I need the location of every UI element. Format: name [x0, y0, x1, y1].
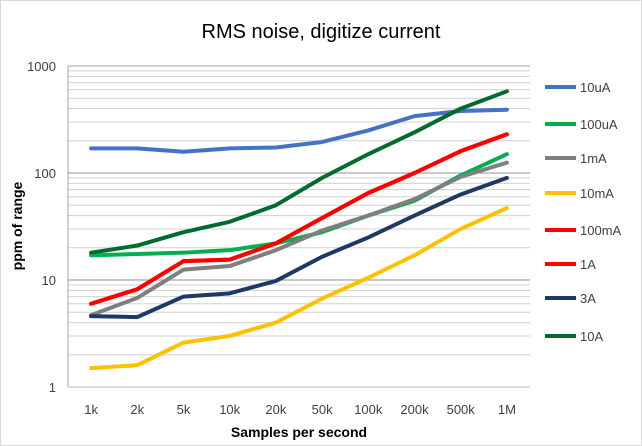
x-tick-label: 200k — [400, 402, 429, 417]
y-tick-label: 1 — [49, 380, 56, 395]
x-tick-label: 500k — [447, 402, 476, 417]
x-tick-label: 100k — [354, 402, 383, 417]
x-tick-label: 10k — [219, 402, 240, 417]
legend-label: 10mA — [580, 186, 614, 201]
x-tick-label: 2k — [130, 402, 144, 417]
series-line-1mA — [89, 160, 509, 318]
x-axis-title: Samples per second — [231, 424, 367, 440]
series-line-10A — [89, 89, 509, 255]
x-tick-labels: 1k 2k 5k 10k 20k 50k 100k 200k 500k 1M — [84, 402, 516, 417]
legend-label: 1mA — [580, 151, 607, 166]
y-tick-labels: 1 10 100 1000 — [27, 59, 56, 395]
y-tick-label: 100 — [34, 166, 56, 181]
legend-label: 10uA — [580, 80, 611, 95]
x-tick-label: 5k — [177, 402, 191, 417]
x-tick-label: 1M — [498, 402, 516, 417]
y-axis-title: ppm of range — [9, 181, 25, 270]
x-tick-label: 20k — [265, 402, 286, 417]
legend-label: 3A — [580, 291, 596, 306]
chart-title: RMS noise, digitize current — [202, 21, 441, 43]
series-line-1A — [89, 132, 509, 306]
series-lines — [89, 89, 509, 371]
y-tick-label: 1000 — [27, 59, 56, 74]
legend: 10uA 100uA 1mA 10mA 100mA 1A 3A 10A — [545, 80, 622, 344]
gridlines — [67, 65, 530, 388]
legend-label: 10A — [580, 329, 603, 344]
legend-label: 100mA — [580, 223, 622, 238]
series-line-3A — [89, 175, 509, 320]
y-tick-label: 10 — [42, 273, 56, 288]
series-line-10mA — [89, 206, 509, 371]
x-tick-label: 50k — [312, 402, 333, 417]
legend-label: 100uA — [580, 117, 618, 132]
x-tick-label: 1k — [84, 402, 98, 417]
legend-label: 1A — [580, 257, 596, 272]
series-line-10uA — [89, 107, 509, 154]
